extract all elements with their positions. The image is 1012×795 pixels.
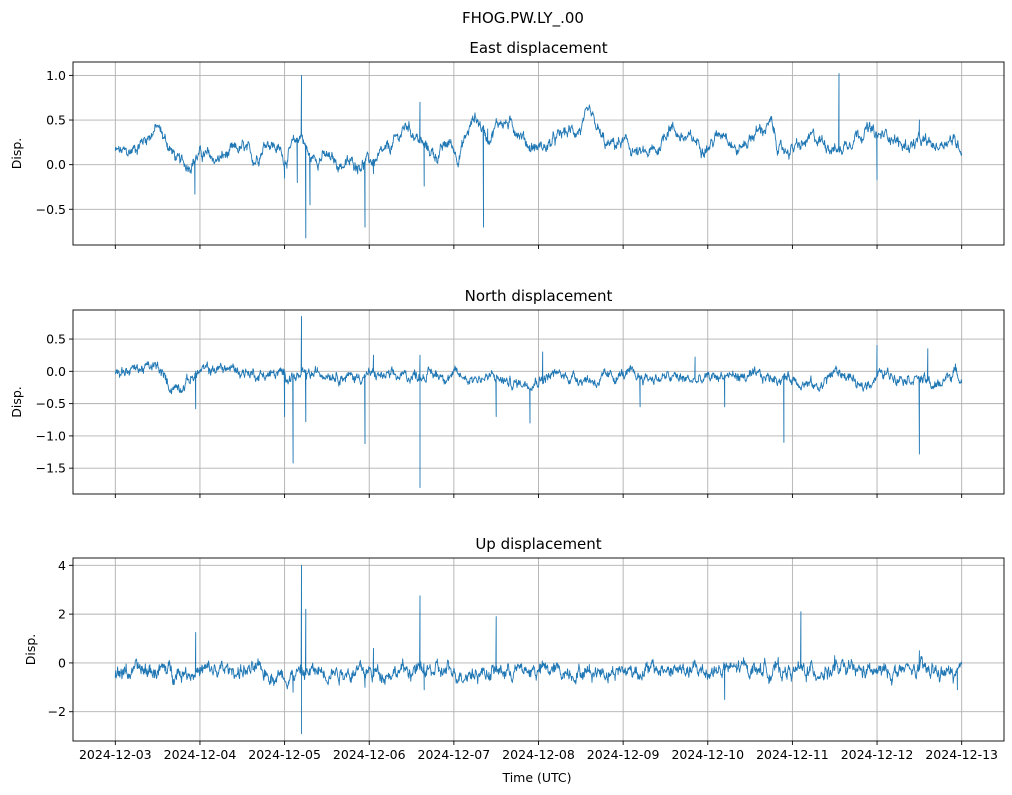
north-axes-frame (72, 309, 1005, 495)
east-axes-frame (72, 61, 1005, 246)
north-y-tick-label: −1.0 (36, 428, 66, 443)
east-series-line (114, 73, 963, 239)
x-tick-label: 2024-12-06 (333, 747, 406, 762)
x-tick-label: 2024-12-11 (756, 747, 829, 762)
up-panel: 2024-12-03 2024-12-04 2024-12-05 2024-12-06… (23, 535, 1005, 762)
up-axes-frame (72, 557, 1005, 742)
x-tick-label: 2024-12-07 (418, 747, 491, 762)
north-y-tick-label: 0.0 (46, 364, 66, 379)
north-y-tick-label: 0.5 (46, 332, 66, 347)
east-y-tick-label: 0.0 (46, 157, 66, 172)
east-y-tick-label: 1.0 (46, 68, 66, 83)
north-y-tick-label: −1.5 (36, 461, 66, 476)
north-y-tick-label: −0.5 (36, 396, 66, 411)
up-y-tick-label: 2 (58, 607, 66, 622)
x-tick-label: 2024-12-05 (248, 747, 321, 762)
north-panel: −1.5 −1.0 −0.5 0.0 0.5 North displacement Disp… (9, 287, 1005, 498)
x-tick-label: 2024-12-08 (502, 747, 575, 762)
east-title: East displacement (469, 39, 607, 57)
up-y-tick-label: 4 (58, 558, 66, 573)
x-tick-label: 2024-12-13 (925, 747, 998, 762)
x-tick-label: 2024-12-09 (587, 747, 660, 762)
up-y-axis-label: Disp. (23, 634, 38, 666)
up-title: Up displacement (475, 535, 601, 553)
north-series-line (114, 316, 963, 488)
x-tick-label: 2024-12-12 (841, 747, 914, 762)
x-tick-label: 2024-12-04 (164, 747, 237, 762)
up-series-line (114, 564, 963, 735)
east-y-axis-label: Disp. (9, 138, 24, 170)
up-y-tick-label: 0 (58, 655, 66, 670)
up-y-tick-label: −2 (48, 704, 66, 719)
x-axis-label: Time (UTC) (501, 770, 571, 785)
x-tick-label: 2024-12-03 (79, 747, 152, 762)
east-panel: −0.5 0.0 0.5 1.0 East displacement Disp. (9, 39, 1005, 249)
east-y-tick-label: −0.5 (36, 202, 66, 217)
north-y-axis-label: Disp. (9, 386, 24, 418)
figure-suptitle: FHOG.PW.LY_.00 (462, 9, 584, 28)
east-y-tick-label: 0.5 (46, 113, 66, 128)
x-tick-label: 2024-12-10 (671, 747, 744, 762)
north-title: North displacement (465, 287, 613, 305)
